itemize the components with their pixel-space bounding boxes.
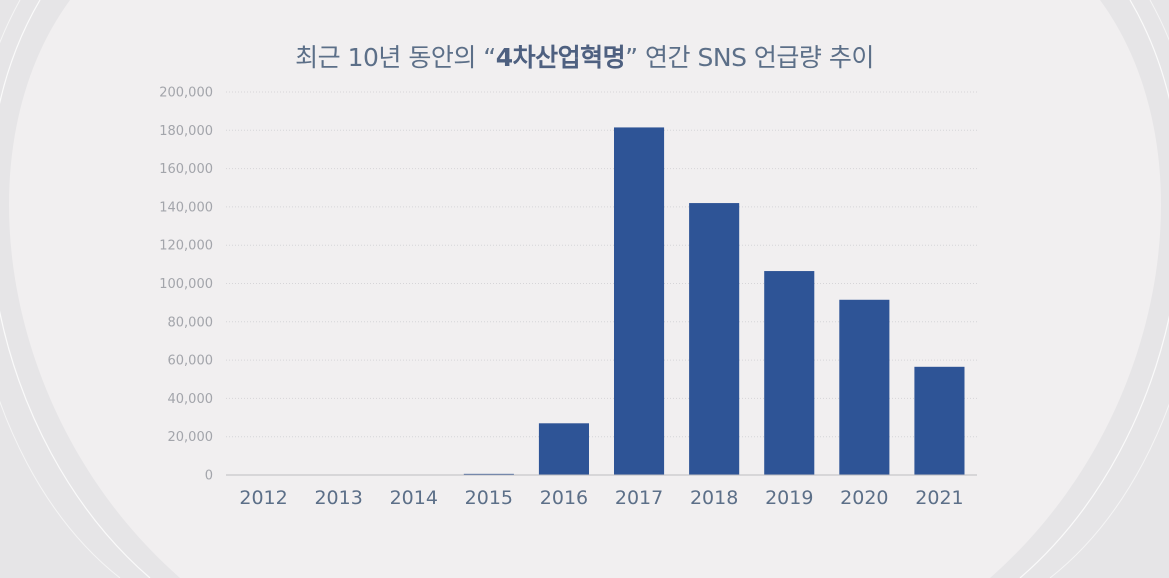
- chart-title-prefix: 최근 10년 동안의 “: [295, 43, 496, 72]
- x-tick-label: 2012: [239, 487, 287, 509]
- bar-2021: [914, 366, 965, 475]
- bar-2018: [689, 203, 740, 475]
- x-tick-label: 2013: [314, 487, 362, 509]
- bars: [463, 127, 965, 476]
- y-tick-label: 60,000: [168, 354, 214, 369]
- x-axis-ticks: 2012 2013 2014 2015 2016 2017 2018 2019 2020 2021: [239, 487, 963, 509]
- x-tick-label: 2018: [690, 487, 738, 509]
- bar-2019: [764, 271, 815, 475]
- bar-2016: [538, 423, 589, 475]
- y-axis-ticks: 0 20,000 40,000 60,000 80,000 100,000 120,000 1…: [159, 86, 213, 484]
- x-tick-label: 2014: [390, 487, 438, 509]
- y-tick-label: 200,000: [159, 86, 213, 101]
- y-tick-label: 0: [205, 469, 213, 484]
- y-tick-label: 40,000: [168, 392, 214, 407]
- x-tick-label: 2017: [615, 487, 663, 509]
- y-tick-label: 100,000: [159, 277, 213, 292]
- y-tick-label: 120,000: [159, 239, 213, 254]
- x-tick-label: 2015: [465, 487, 513, 509]
- y-tick-label: 80,000: [168, 315, 214, 330]
- bar-2015: [463, 473, 514, 475]
- chart-title-suffix: ” 연간 SNS 언급량 추이: [625, 43, 874, 72]
- bar-2017: [614, 127, 665, 476]
- x-tick-label: 2020: [840, 487, 888, 509]
- bar-2020: [839, 299, 890, 475]
- y-tick-label: 140,000: [159, 200, 213, 215]
- gridlines: [226, 91, 977, 438]
- x-tick-label: 2019: [765, 487, 813, 509]
- chart-title-highlight: 4차산업혁명: [495, 43, 626, 72]
- x-tick-label: 2016: [540, 487, 588, 509]
- y-tick-label: 20,000: [168, 430, 214, 445]
- x-tick-label: 2021: [915, 487, 963, 509]
- y-tick-label: 160,000: [159, 162, 213, 177]
- y-tick-label: 180,000: [159, 124, 213, 139]
- chart-title: 최근 10년 동안의 “4차산업혁명” 연간 SNS 언급량 추이: [0, 38, 1169, 74]
